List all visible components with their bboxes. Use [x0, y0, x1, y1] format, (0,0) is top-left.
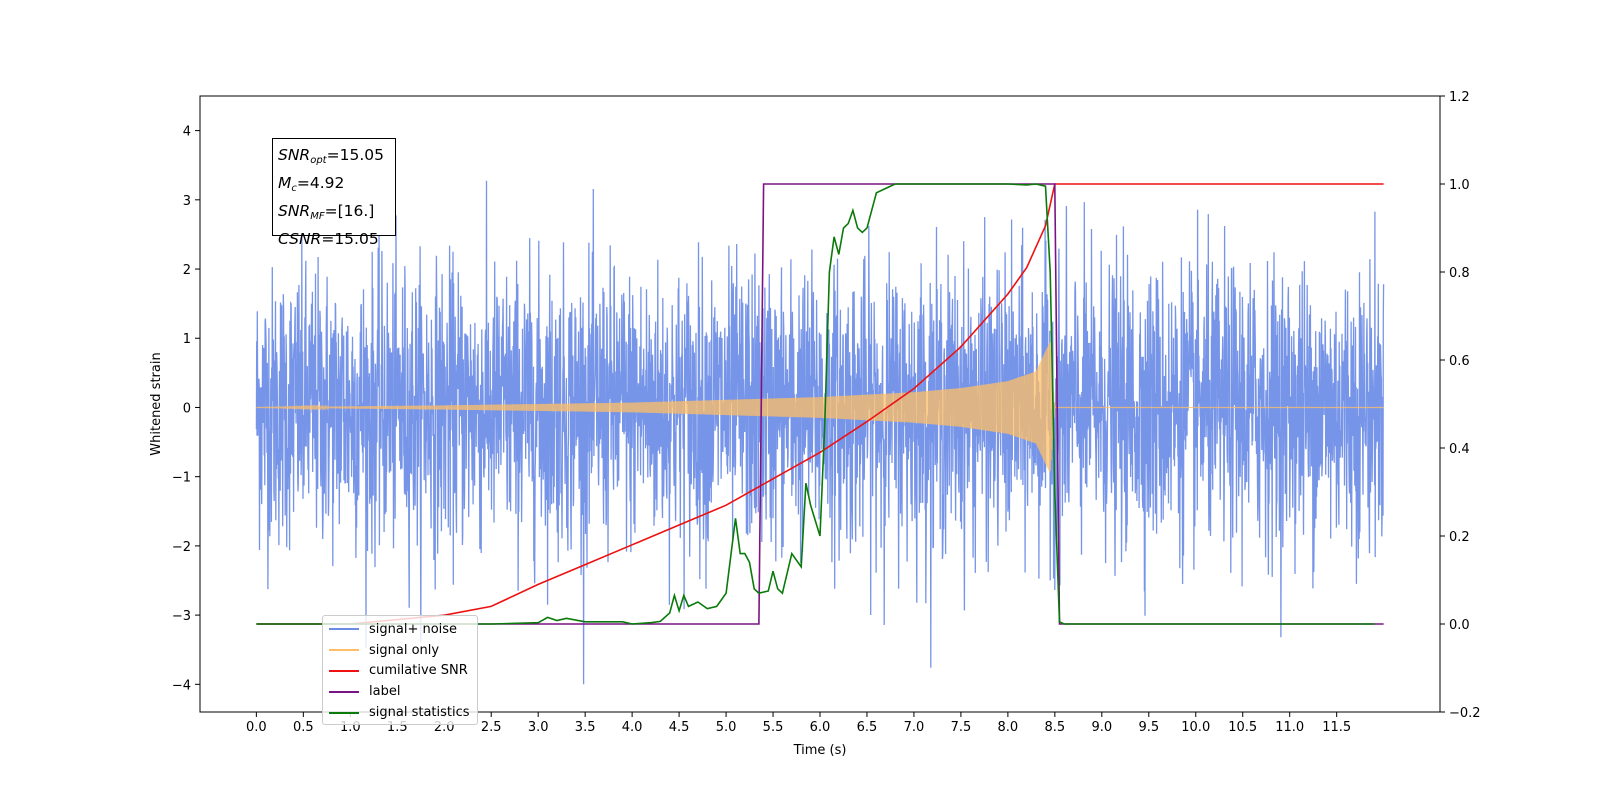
legend-swatch	[329, 690, 359, 693]
y-left-tick-label: 1	[183, 332, 191, 347]
legend-swatch	[329, 669, 359, 672]
series-signal-statistics-line	[256, 183, 1375, 625]
y-right-tick-label: 0.4	[1449, 442, 1470, 457]
x-tick-label: 3.5	[575, 720, 596, 735]
y-left-tick-label: −3	[172, 609, 191, 624]
x-tick-label: 4.0	[622, 720, 643, 735]
y-right-tick-label: 0.0	[1449, 618, 1470, 633]
y-left-tick-label: −1	[172, 471, 191, 486]
x-tick-label: 0.0	[246, 720, 267, 735]
legend-label: signal statistics	[369, 705, 470, 721]
legend-label: signal+ noise	[369, 621, 458, 637]
legend-swatch	[329, 711, 359, 714]
series-signal-only-line	[256, 342, 1384, 473]
legend-item-signal-only: signal only	[329, 640, 471, 661]
x-tick-label: 6.0	[810, 720, 831, 735]
y-right-tick-label: −0.2	[1449, 706, 1481, 721]
y-left-tick-label: 3	[183, 194, 191, 209]
snr-annotation-box: SNRopt=15.05 Mc=4.92 SNRMF=[16.] CSNR=15…	[272, 138, 396, 248]
x-tick-label: 2.5	[481, 720, 502, 735]
series-signal-noise-line	[255, 180, 1385, 685]
y-right-tick-label: 1.2	[1449, 90, 1470, 105]
annotation-chirp-mass: Mc=4.92	[278, 174, 345, 194]
x-tick-label: 9.0	[1091, 720, 1112, 735]
annotation-csnr: CSNR=15.05	[278, 230, 379, 248]
x-tick-label: 11.5	[1322, 720, 1351, 735]
y-right-tick-label: 0.8	[1449, 266, 1470, 281]
legend-swatch	[329, 649, 359, 652]
legend-item-signal-statistics: signal statistics	[329, 702, 471, 723]
x-tick-label: 10.5	[1228, 720, 1257, 735]
annotation-snr-mf: SNRMF=[16.]	[278, 202, 375, 222]
y-left-tick-label: −2	[172, 540, 191, 555]
legend-item-cumulative-snr: cumilative SNR	[329, 661, 471, 682]
x-tick-label: 3.0	[528, 720, 549, 735]
x-axis-label: Time (s)	[793, 743, 847, 758]
y-axis-right-ticks: 1.2 1.0 0.8 0.6 0.4 0.2 0.0 −0.2	[1440, 90, 1481, 721]
x-tick-label: 4.5	[669, 720, 690, 735]
y-left-tick-label: 0	[183, 401, 191, 416]
legend-item-signal-noise: signal+ noise	[329, 619, 471, 640]
annotation-snr-opt: SNRopt=15.05	[278, 146, 384, 166]
legend-label: label	[369, 684, 401, 700]
y-left-tick-label: −4	[172, 678, 191, 693]
x-tick-label: 8.0	[998, 720, 1019, 735]
y-right-tick-label: 1.0	[1449, 178, 1470, 193]
legend-label: signal only	[369, 642, 440, 658]
x-tick-label: 5.0	[716, 720, 737, 735]
y-left-tick-label: 4	[183, 125, 191, 140]
y-left-tick-label: 2	[183, 263, 191, 278]
x-tick-label: 0.5	[293, 720, 314, 735]
legend-swatch	[329, 628, 359, 631]
y-right-tick-label: 0.6	[1449, 354, 1470, 369]
x-tick-label: 11.0	[1275, 720, 1304, 735]
y-right-tick-label: 0.2	[1449, 530, 1470, 545]
x-tick-label: 6.5	[857, 720, 878, 735]
y-axis-left-ticks: 4 3 2 1 0 −1 −2 −3 −4	[172, 125, 200, 693]
y-axis-left-label: Whitened strain	[149, 352, 164, 455]
x-tick-label: 9.5	[1138, 720, 1159, 735]
legend: signal+ noise signal only cumilative SNR…	[322, 615, 478, 725]
series-cumulative-snr-line	[256, 183, 1384, 625]
x-tick-label: 7.0	[904, 720, 925, 735]
x-tick-label: 5.5	[763, 720, 784, 735]
plot-data-layer	[255, 180, 1385, 685]
legend-label: cumilative SNR	[369, 663, 468, 679]
x-tick-label: 7.5	[951, 720, 972, 735]
x-tick-label: 8.5	[1045, 720, 1066, 735]
x-tick-label: 10.0	[1181, 720, 1210, 735]
legend-item-label: label	[329, 681, 471, 702]
